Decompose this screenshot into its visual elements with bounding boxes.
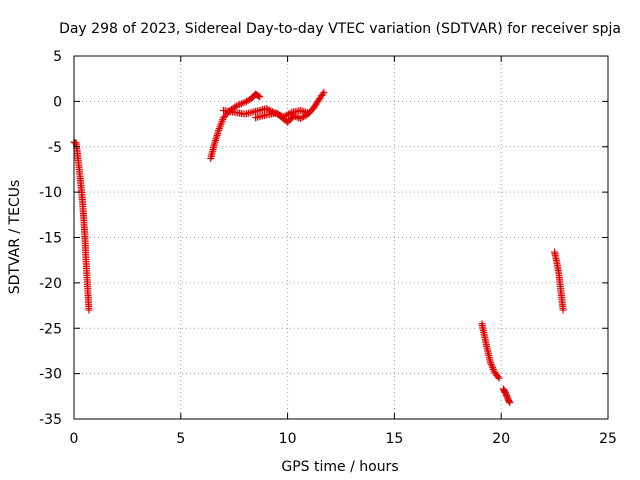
data-point-plus	[487, 359, 495, 367]
data-point-plus	[267, 107, 275, 115]
data-points	[70, 88, 567, 407]
data-point-plus	[559, 306, 567, 314]
chart-title: Day 298 of 2023, Sidereal Day-to-day VTE…	[59, 21, 621, 37]
data-point-plus	[262, 105, 270, 113]
series-arc-1	[70, 138, 93, 314]
data-point-plus	[489, 365, 497, 373]
y-tick-label: -30	[39, 367, 62, 383]
series-arc-5	[478, 320, 503, 382]
data-point-plus	[239, 99, 247, 107]
x-tick-label: 25	[599, 431, 617, 447]
y-axis-label: SDTVAR / TECUs	[7, 180, 23, 295]
data-point-plus	[494, 373, 502, 381]
y-tick-label: 5	[53, 49, 62, 65]
data-point-plus	[256, 93, 264, 101]
series-arc-4	[220, 105, 313, 121]
data-point-plus	[270, 108, 278, 116]
y-tick-label: 0	[53, 94, 62, 110]
y-tick-label: -25	[39, 321, 62, 337]
series-arc-7	[551, 248, 567, 314]
tick-labels: 0 5 10 15 20 25 5 0 -5 -10 -15 -20 -25 -30 -35	[39, 49, 617, 447]
data-point-plus	[272, 109, 280, 117]
data-point-plus	[85, 306, 93, 314]
data-point-plus	[237, 100, 245, 108]
y-tick-label: -5	[48, 140, 62, 156]
data-point-plus	[275, 111, 283, 119]
data-point-plus	[490, 367, 498, 375]
series-arc-6	[499, 385, 514, 407]
data-point-plus	[268, 108, 276, 116]
data-point-plus	[286, 109, 294, 117]
data-point-plus	[488, 362, 496, 370]
data-point-plus	[489, 364, 497, 372]
grid-lines	[74, 56, 608, 419]
data-point-plus	[305, 109, 313, 117]
y-tick-label: -15	[39, 231, 62, 247]
data-point-plus	[320, 88, 328, 96]
y-tick-label: -20	[39, 276, 62, 292]
x-tick-label: 15	[385, 431, 403, 447]
data-point-plus	[234, 101, 242, 109]
y-tick-label: -10	[39, 185, 62, 201]
data-point-plus	[506, 399, 514, 407]
data-point-plus	[265, 106, 273, 114]
x-tick-label: 5	[176, 431, 185, 447]
data-point-plus	[495, 374, 503, 382]
data-point-plus	[264, 105, 272, 113]
x-tick-label: 0	[70, 431, 79, 447]
series-arc-3	[252, 88, 328, 126]
data-point-plus	[319, 90, 327, 98]
data-point-plus	[487, 360, 495, 368]
data-point-plus	[276, 111, 284, 119]
data-point-plus	[236, 100, 244, 108]
x-tick-label: 20	[492, 431, 510, 447]
x-axis-label: GPS time / hours	[281, 459, 398, 475]
data-point-plus	[255, 92, 263, 100]
x-tick-label: 10	[279, 431, 297, 447]
y-tick-label: -35	[39, 412, 62, 428]
axis-ticks	[73, 55, 609, 420]
data-point-plus	[232, 102, 240, 110]
data-point-plus	[273, 110, 281, 118]
